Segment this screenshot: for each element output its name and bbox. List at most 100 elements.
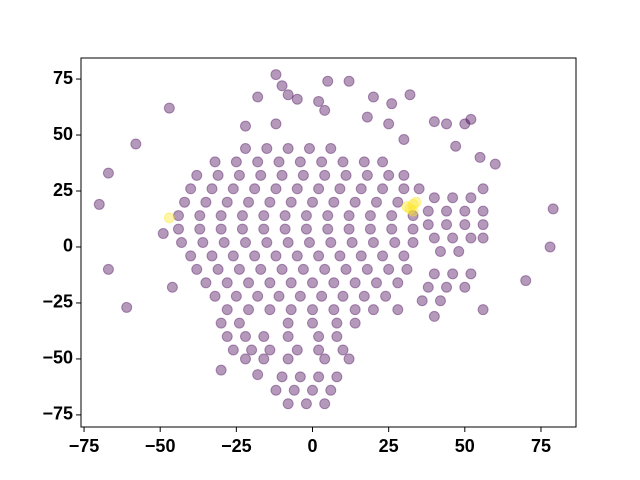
point [401,201,413,213]
point [319,169,331,181]
point [447,192,459,204]
point [285,304,297,316]
point [249,183,261,195]
point [261,237,273,248]
point [328,196,340,208]
point [407,210,419,222]
point [221,331,233,343]
point [102,167,114,179]
point [236,210,248,222]
point [255,263,267,275]
point [227,344,239,356]
point [428,116,440,128]
point [258,223,270,235]
point [279,223,291,235]
point [270,384,282,396]
point [258,210,270,222]
point [343,353,355,365]
point [252,369,264,381]
point [300,398,312,410]
point [191,169,203,181]
point [386,210,398,222]
point [258,353,270,365]
point [313,183,325,195]
point [200,277,212,289]
point [172,223,184,235]
point [319,353,331,365]
point [316,156,328,168]
point [239,353,251,365]
point [346,237,358,248]
point [407,205,419,217]
point [477,219,489,231]
point [239,142,251,154]
y-tick-label: −25 [42,292,73,312]
point [130,138,142,150]
x-tick-label: 25 [379,436,399,456]
point [477,232,489,244]
point [477,205,489,217]
point [221,196,233,208]
point [282,89,294,101]
point [377,183,389,195]
point [285,196,297,208]
point [477,183,489,195]
point [441,118,453,130]
point [404,89,416,101]
point [465,113,477,125]
point [358,156,370,168]
point [258,331,270,343]
y-tick-label: 25 [53,180,73,200]
point [361,111,373,123]
point [337,156,349,168]
point [227,250,239,262]
point [255,169,267,181]
point [380,290,392,302]
point [243,277,255,289]
point [465,268,477,280]
point [206,250,218,262]
point [185,250,197,262]
point [264,304,276,316]
point [410,196,422,208]
point [349,304,361,316]
point [364,223,376,235]
point [297,263,309,275]
point [520,275,532,287]
point [334,250,346,262]
point [270,250,282,262]
point [243,196,255,208]
point [367,304,379,316]
point [441,219,453,231]
point [282,353,294,365]
point [355,183,367,195]
x-tick-label: −25 [221,436,252,456]
point [239,331,251,343]
point [194,223,206,235]
point [459,118,471,130]
point [447,268,459,280]
point [307,196,319,208]
point [291,183,303,195]
point [261,142,273,154]
point [404,203,416,215]
point [392,304,404,316]
point [361,263,373,275]
point [176,237,188,248]
point [246,344,258,356]
x-tick-label: 0 [307,436,317,456]
point [218,237,230,248]
point [392,277,404,289]
point [285,277,297,289]
point [377,250,389,262]
point [343,210,355,222]
point [215,317,227,329]
point [185,183,197,195]
x-tick-label: −75 [69,436,100,456]
point [264,196,276,208]
point [322,210,334,222]
point [270,69,282,81]
point [279,210,291,222]
